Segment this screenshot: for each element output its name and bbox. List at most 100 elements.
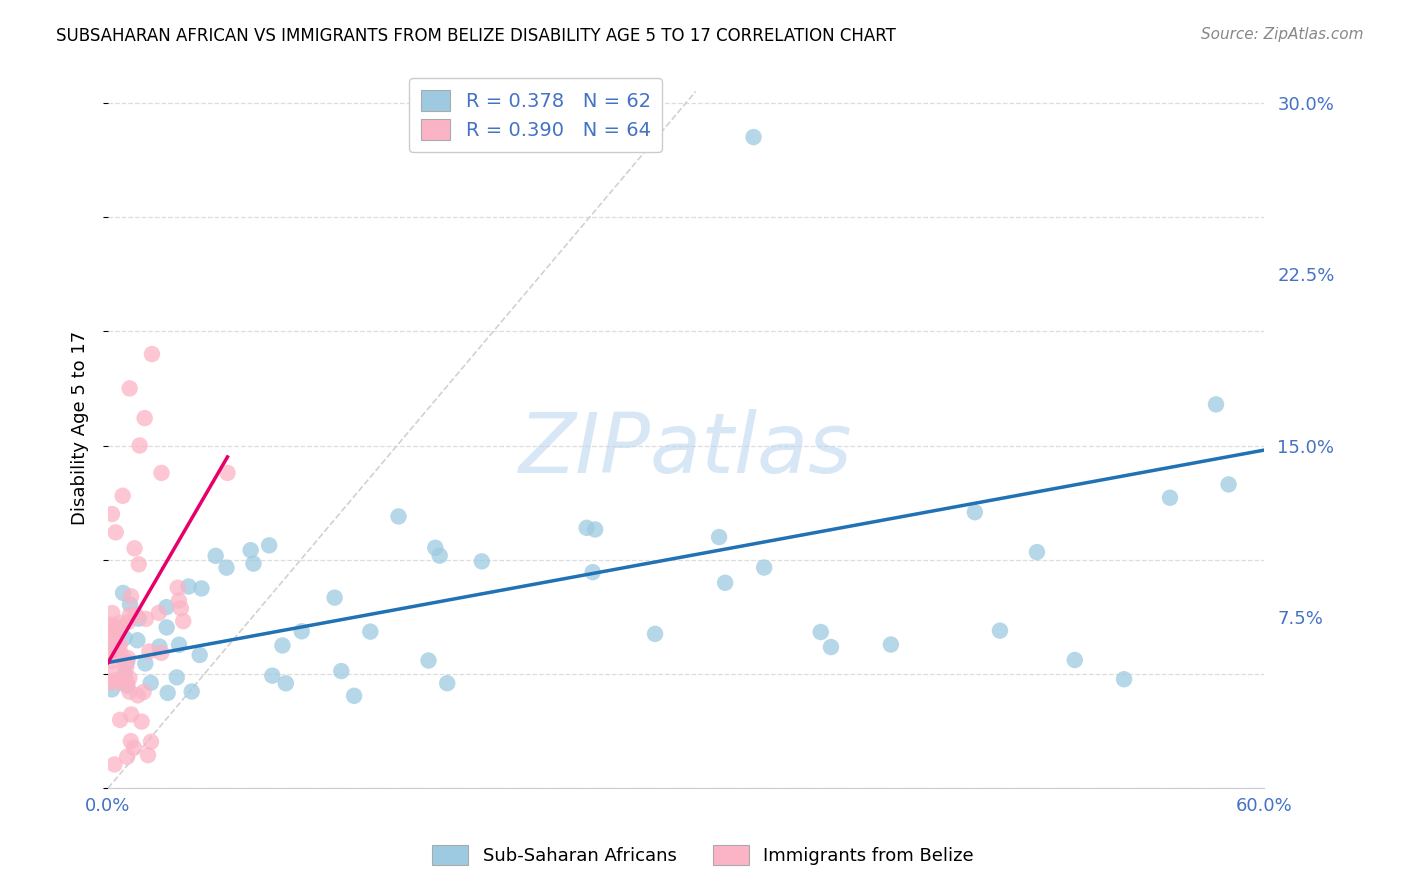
Point (118, 684, 141, 698)
Point (190, 582, 212, 596)
Point (105, 640, 128, 654)
Point (101, 507, 124, 521)
Point (104, 673, 127, 688)
Point (166, 670, 188, 684)
Point (117, 615, 139, 629)
Point (138, 644, 160, 658)
Point (124, 541, 146, 556)
Point (132, 685, 155, 699)
Point (108, 615, 131, 630)
Point (752, 560, 775, 574)
Point (103, 666, 125, 681)
Point (1159, 491, 1181, 505)
Point (425, 541, 447, 555)
Point (583, 523, 606, 537)
Point (141, 347, 163, 361)
Point (172, 614, 194, 628)
Point (436, 676, 458, 690)
Point (125, 607, 148, 622)
Point (114, 671, 136, 685)
Point (644, 627, 666, 641)
Point (262, 668, 284, 682)
Point (118, 671, 141, 685)
Point (963, 505, 986, 519)
Point (387, 509, 409, 524)
Point (714, 575, 737, 590)
Point (820, 640, 842, 654)
Point (239, 543, 262, 558)
Point (114, 631, 136, 645)
Point (707, 530, 730, 544)
Point (131, 714, 153, 729)
Point (101, 606, 124, 620)
Point (330, 664, 353, 678)
Point (101, 654, 124, 668)
Point (120, 707, 142, 722)
Point (134, 657, 156, 671)
Point (180, 684, 202, 698)
Point (127, 633, 149, 648)
Text: SUBSAHARAN AFRICAN VS IMMIGRANTS FROM BELIZE DISABILITY AGE 5 TO 17 CORRELATION : SUBSAHARAN AFRICAN VS IMMIGRANTS FROM BE… (56, 27, 896, 45)
Point (167, 638, 190, 652)
Point (742, 130, 765, 145)
Point (100, 617, 122, 632)
Point (471, 554, 494, 568)
Point (418, 653, 440, 667)
Point (148, 606, 170, 620)
Point (115, 675, 138, 690)
Point (575, 521, 598, 535)
Point (108, 713, 131, 727)
Point (108, 638, 131, 652)
Point (188, 648, 211, 662)
Point (105, 641, 128, 656)
Point (103, 629, 125, 643)
Point (122, 740, 145, 755)
Point (156, 686, 179, 700)
Point (115, 655, 138, 669)
Point (101, 642, 124, 657)
Point (100, 620, 122, 634)
Point (107, 645, 129, 659)
Point (128, 558, 150, 572)
Point (1063, 653, 1085, 667)
Point (112, 586, 135, 600)
Point (257, 538, 280, 552)
Point (100, 675, 122, 690)
Point (135, 612, 157, 626)
Point (115, 749, 138, 764)
Point (107, 648, 129, 663)
Point (1205, 397, 1227, 411)
Point (1112, 672, 1135, 686)
Point (988, 624, 1011, 638)
Legend: R = 0.378   N = 62, R = 0.390   N = 64: R = 0.378 N = 62, R = 0.390 N = 64 (409, 78, 662, 152)
Point (103, 757, 125, 772)
Point (156, 620, 179, 634)
Point (1218, 477, 1240, 491)
Point (343, 689, 366, 703)
Point (114, 667, 136, 681)
Point (291, 624, 314, 639)
Point (128, 612, 150, 626)
Legend: Sub-Saharan Africans, Immigrants from Belize: Sub-Saharan Africans, Immigrants from Be… (423, 836, 983, 874)
Point (103, 638, 125, 652)
Point (217, 466, 239, 480)
Point (111, 489, 134, 503)
Point (115, 660, 138, 674)
Point (110, 646, 132, 660)
Point (204, 549, 226, 563)
Point (120, 734, 142, 748)
Point (242, 557, 264, 571)
Point (112, 655, 135, 669)
Point (150, 646, 173, 660)
Point (148, 640, 170, 654)
Point (215, 560, 238, 574)
Point (1026, 545, 1049, 559)
Point (117, 651, 139, 665)
Point (104, 641, 127, 656)
Point (166, 581, 188, 595)
Point (120, 590, 142, 604)
Point (104, 622, 127, 636)
Point (110, 620, 132, 634)
Point (136, 748, 159, 763)
Point (170, 601, 193, 615)
